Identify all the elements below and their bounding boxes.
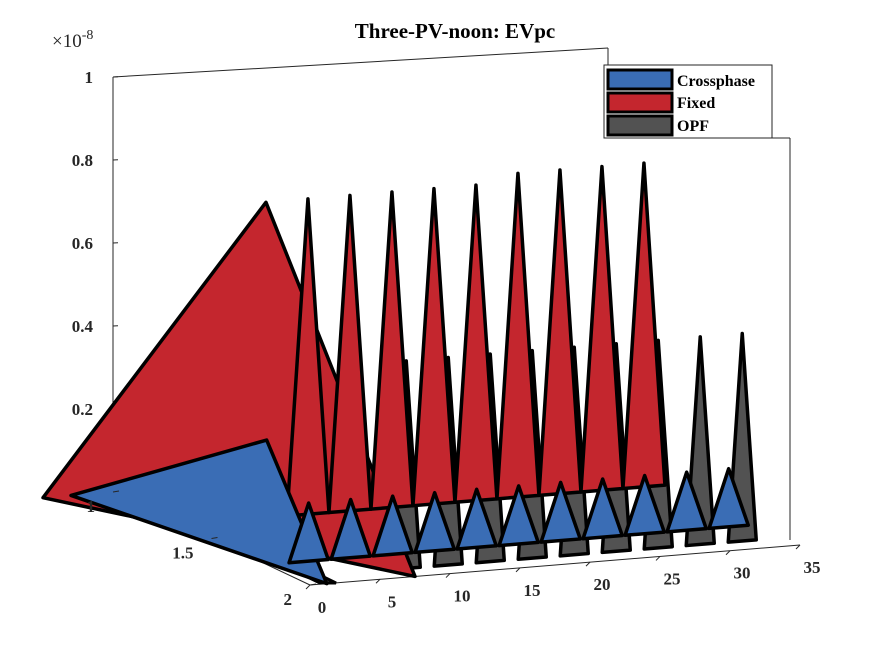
crossphase-peak	[455, 487, 499, 551]
z-tick-label: 0.6	[72, 234, 93, 253]
crossphase-peak	[581, 477, 625, 541]
x-tick-label: 10	[454, 587, 471, 606]
x-tick-label: 0	[318, 598, 327, 617]
y-tick-label: 2	[284, 590, 293, 609]
x-tick-mark	[305, 584, 311, 590]
x-tick-mark	[795, 544, 801, 550]
crossphase-peak	[497, 484, 541, 548]
fixed-peak	[327, 193, 373, 515]
x-tick-label: 20	[594, 575, 611, 594]
z-tick-label: 0.2	[72, 400, 93, 419]
x-tick-label: 5	[388, 592, 397, 611]
x-axis-line	[309, 544, 801, 586]
crossphase-peak	[287, 501, 331, 565]
fixed-peak	[453, 183, 499, 505]
legend-swatch-fixed	[606, 91, 674, 114]
z-tick-label: 0.4	[72, 317, 94, 336]
x-tick-label: 35	[804, 558, 821, 577]
x-tick-mark	[585, 561, 591, 567]
crossphase-peak	[69, 438, 329, 586]
fixed-peak	[369, 190, 415, 511]
x-tick-label: 15	[524, 581, 541, 600]
y-tick-label: 1.5	[172, 544, 193, 563]
chart-title: Three-PV-noon: EVpc	[355, 19, 555, 43]
crossphase-peak	[413, 490, 457, 555]
legend-label-fixed: Fixed	[677, 95, 715, 112]
crossphase-peak	[707, 466, 751, 531]
x-tick-mark	[515, 567, 521, 573]
crossphase-peak	[371, 494, 415, 558]
x-tick-mark	[655, 556, 661, 561]
crossphase-peak	[665, 470, 709, 534]
x-tick-mark	[375, 578, 381, 584]
crossphase-series	[69, 438, 751, 586]
y-tick-mark	[211, 537, 218, 539]
x-tick-mark	[725, 550, 731, 556]
x-tick-mark	[445, 573, 451, 578]
x-tick-label: 25	[664, 569, 681, 588]
crossphase-peak	[329, 497, 373, 562]
z-tick-label: 1	[85, 68, 94, 87]
crossphase-peak	[623, 473, 667, 538]
legend-label-opf: OPF	[677, 118, 709, 135]
y-tick-label: 1	[87, 497, 96, 516]
fixed-peak	[495, 171, 541, 501]
fixed-peak	[537, 168, 583, 498]
y-tick-mark	[309, 583, 317, 586]
z-exponent-label: ×10-8	[52, 28, 93, 52]
legend-swatch-crossphase	[606, 68, 674, 91]
crossphase-peak	[539, 480, 583, 544]
legend-label-crossphase: Crossphase	[677, 73, 755, 90]
x-tick-labels: 0 5 10 15 20 25 30 35	[305, 544, 821, 617]
x-tick-label: 30	[734, 564, 751, 583]
fixed-peak	[411, 186, 457, 508]
y-tick-labels: 11.52	[87, 490, 317, 609]
fixed-peak	[621, 161, 667, 491]
y-tick-mark	[112, 490, 120, 493]
fixed-peak	[579, 164, 625, 494]
z-tick-label: 0.8	[72, 151, 93, 170]
legend-swatch-opf	[606, 114, 674, 137]
legend: Crossphase Fixed OPF	[603, 64, 773, 139]
back-top-edge	[112, 47, 609, 78]
